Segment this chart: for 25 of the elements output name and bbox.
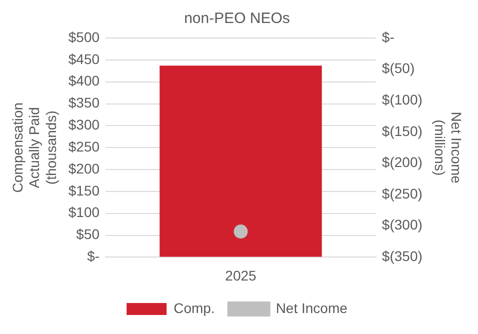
chart-title: non-PEO NEOs: [184, 10, 290, 28]
y-axis-title: Compensation Actually Paid (thousands): [9, 102, 59, 193]
y2-tick-label: $(50): [382, 60, 415, 76]
legend-label: Net Income: [276, 300, 348, 316]
y-tick-label: $350: [68, 94, 100, 111]
y-tick-label: $200: [68, 160, 100, 176]
y2-tick-label: $(350): [382, 248, 422, 264]
y-tick-label: $50: [76, 226, 100, 242]
legend-label: Comp.: [174, 300, 215, 316]
y2-axis-title: Net Income (millions): [432, 112, 465, 184]
y-tick-label: $150: [68, 182, 100, 198]
y-tick-label: $100: [68, 204, 100, 220]
x-tick-label: 2025: [225, 267, 257, 284]
y2-tick-label: $(250): [382, 185, 422, 202]
y-tick-label: $400: [68, 72, 100, 89]
y2-tick-label: $-: [382, 28, 395, 45]
y-tick-label: $250: [68, 138, 100, 154]
y2-tick-label: $(200): [382, 154, 422, 170]
y-tick-label: $500: [68, 28, 100, 45]
y2-tick-label: $(300): [382, 216, 422, 233]
y-tick-label: $450: [68, 50, 100, 67]
y2-tick-label: $(100): [382, 91, 422, 108]
y-tick-label: $300: [68, 116, 100, 133]
y-tick-label: $-: [87, 248, 100, 264]
y2-tick-label: $(150): [382, 122, 422, 139]
